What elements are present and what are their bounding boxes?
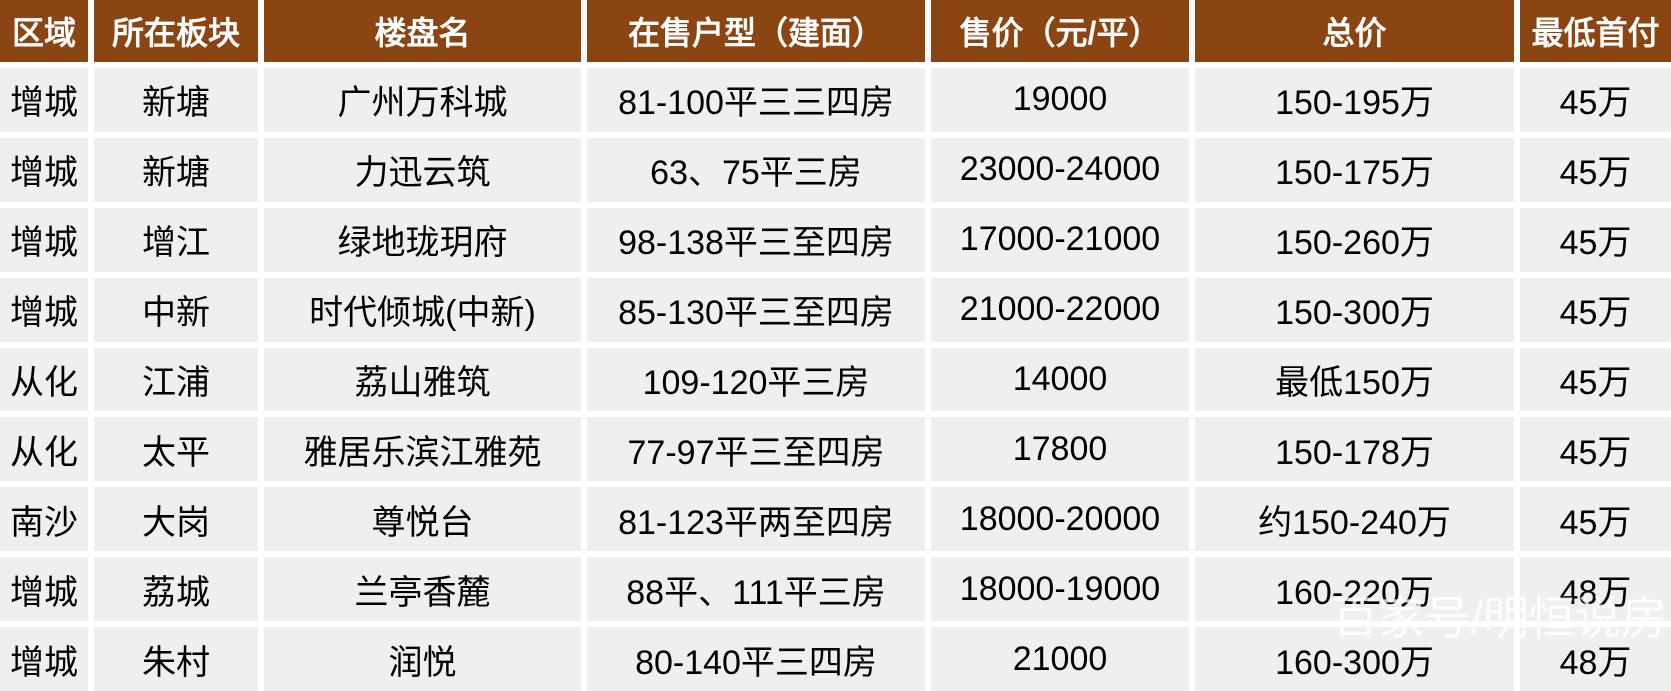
table-cell: 朱村 [94,627,258,691]
table-cell: 江浦 [94,347,258,412]
table-cell: 160-300万 [1195,627,1514,691]
col-header-total-price: 总价 [1195,0,1514,62]
table-cell: 绿地珑玥府 [264,207,581,272]
col-header-min-downpayment: 最低首付 [1520,0,1671,62]
table-cell: 63、75平三房 [587,137,925,202]
table-cell: 兰亭香麓 [264,557,581,622]
col-header-property-name: 楼盘名 [264,0,581,62]
table-cell: 南沙 [0,487,88,552]
table-cell: 45万 [1520,207,1671,272]
table-cell: 23000-24000 [931,137,1189,202]
col-header-unit-price: 售价（元/平） [931,0,1189,62]
table-cell: 18000-19000 [931,557,1189,622]
table-cell: 150-195万 [1195,68,1514,132]
col-header-block: 所在板块 [94,0,258,62]
table-cell: 21000 [931,627,1189,691]
table-cell: 最低150万 [1195,347,1514,412]
table-cell: 中新 [94,277,258,342]
table-cell: 从化 [0,417,88,482]
table-cell: 增城 [0,627,88,691]
table-cell: 150-260万 [1195,207,1514,272]
table-cell: 大岗 [94,487,258,552]
table-cell: 增城 [0,207,88,272]
table-cell: 新塘 [94,137,258,202]
table-cell: 19000 [931,68,1189,132]
table-cell: 150-175万 [1195,137,1514,202]
table-cell: 150-178万 [1195,417,1514,482]
table-cell: 109-120平三房 [587,347,925,412]
table-cell: 增城 [0,277,88,342]
table-cell: 润悦 [264,627,581,691]
table-cell: 增城 [0,68,88,132]
table-cell: 14000 [931,347,1189,412]
table-cell: 荔城 [94,557,258,622]
table-cell: 从化 [0,347,88,412]
table-cell: 45万 [1520,68,1671,132]
table-cell: 98-138平三至四房 [587,207,925,272]
table-cell: 160-220万 [1195,557,1514,622]
table-cell: 45万 [1520,487,1671,552]
table-cell: 150-300万 [1195,277,1514,342]
table-cell: 约150-240万 [1195,487,1514,552]
table-cell: 45万 [1520,347,1671,412]
table-cell: 85-130平三至四房 [587,277,925,342]
table-cell: 81-123平两至四房 [587,487,925,552]
table-cell: 45万 [1520,417,1671,482]
col-header-unit-type: 在售户型（建面） [587,0,925,62]
table-cell: 21000-22000 [931,277,1189,342]
col-header-region: 区域 [0,0,88,62]
table-cell: 88平、111平三房 [587,557,925,622]
table-cell: 17000-21000 [931,207,1189,272]
table-cell: 雅居乐滨江雅苑 [264,417,581,482]
table-cell: 17800 [931,417,1189,482]
table-cell: 80-140平三四房 [587,627,925,691]
table-cell: 81-100平三三四房 [587,68,925,132]
table-cell: 45万 [1520,137,1671,202]
table-cell: 尊悦台 [264,487,581,552]
table-cell: 增江 [94,207,258,272]
table-cell: 增城 [0,557,88,622]
table-cell: 增城 [0,137,88,202]
table-cell: 48万 [1520,557,1671,622]
table-cell: 45万 [1520,277,1671,342]
table-cell: 力迅云筑 [264,137,581,202]
table-cell: 48万 [1520,627,1671,691]
table-cell: 荔山雅筑 [264,347,581,412]
table-cell: 新塘 [94,68,258,132]
table-cell: 太平 [94,417,258,482]
table-cell: 18000-20000 [931,487,1189,552]
table-cell: 77-97平三至四房 [587,417,925,482]
table-cell: 时代倾城(中新) [264,277,581,342]
table-cell: 广州万科城 [264,68,581,132]
